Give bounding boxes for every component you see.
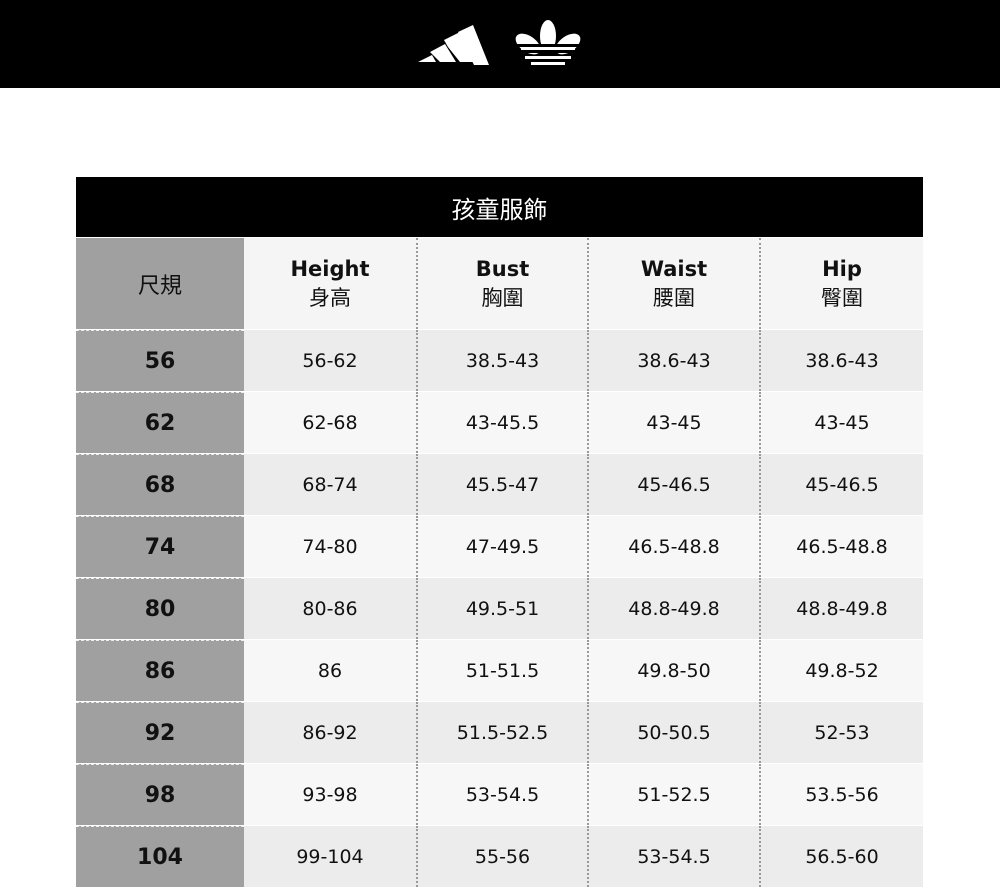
- size-cell: 92: [76, 702, 244, 763]
- size-cell: 86: [76, 640, 244, 701]
- header-en: Height: [290, 256, 370, 281]
- value-cell: 99-104: [244, 826, 416, 887]
- value-cell: 55-56: [416, 826, 587, 887]
- value-cell: 51-52.5: [587, 764, 759, 825]
- value-cell: 47-49.5: [416, 516, 587, 577]
- value-cell: 45.5-47: [416, 454, 587, 515]
- table-row: 104 99-104 55-56 53-54.5 56.5-60: [76, 825, 923, 887]
- size-cell: 56: [76, 330, 244, 391]
- value-cell: 68-74: [244, 454, 416, 515]
- value-cell: 56.5-60: [759, 826, 923, 887]
- value-cell: 43-45.5: [416, 392, 587, 453]
- header-zh: 胸圍: [481, 285, 524, 310]
- size-cell: 74: [76, 516, 244, 577]
- value-cell: 43-45: [587, 392, 759, 453]
- table-row: 92 86-92 51.5-52.5 50-50.5 52-53: [76, 701, 923, 763]
- value-cell: 46.5-48.8: [587, 516, 759, 577]
- value-cell: 38.6-43: [587, 330, 759, 391]
- value-cell: 80-86: [244, 578, 416, 639]
- value-cell: 49.5-51: [416, 578, 587, 639]
- value-cell: 51-51.5: [416, 640, 587, 701]
- value-cell: 53-54.5: [416, 764, 587, 825]
- table-row: 98 93-98 53-54.5 51-52.5 53.5-56: [76, 763, 923, 825]
- value-cell: 53.5-56: [759, 764, 923, 825]
- value-cell: 48.8-49.8: [759, 578, 923, 639]
- value-cell: 62-68: [244, 392, 416, 453]
- table-row: 74 74-80 47-49.5 46.5-48.8 46.5-48.8: [76, 515, 923, 577]
- header-en: Bust: [475, 256, 530, 281]
- value-cell: 38.5-43: [416, 330, 587, 391]
- value-cell: 45-46.5: [759, 454, 923, 515]
- brand-header: [0, 0, 1000, 88]
- value-cell: 43-45: [759, 392, 923, 453]
- table-title: 孩童服飾: [76, 177, 923, 237]
- value-cell: 56-62: [244, 330, 416, 391]
- value-cell: 52-53: [759, 702, 923, 763]
- value-cell: 45-46.5: [587, 454, 759, 515]
- header-row: 尺規 Height 身高 Bust 胸圍 Waist 腰圍 Hip 臀圍: [76, 237, 923, 329]
- value-cell: 53-54.5: [587, 826, 759, 887]
- table-row: 62 62-68 43-45.5 43-45 43-45: [76, 391, 923, 453]
- column-header-hip: Hip 臀圍: [759, 238, 923, 329]
- value-cell: 86: [244, 640, 416, 701]
- header-zh: 腰圍: [653, 285, 695, 310]
- value-cell: 46.5-48.8: [759, 516, 923, 577]
- column-header-bust: Bust 胸圍: [416, 238, 587, 329]
- size-cell: 104: [76, 826, 244, 887]
- table-row: 86 86 51-51.5 49.8-50 49.8-52: [76, 639, 923, 701]
- table-row: 56 56-62 38.5-43 38.6-43 38.6-43: [76, 329, 923, 391]
- size-cell: 98: [76, 764, 244, 825]
- value-cell: 51.5-52.5: [416, 702, 587, 763]
- size-cell: 68: [76, 454, 244, 515]
- header-zh: 身高: [309, 285, 351, 310]
- value-cell: 93-98: [244, 764, 416, 825]
- column-header-waist: Waist 腰圍: [587, 238, 759, 329]
- size-column-header: 尺規: [76, 238, 244, 329]
- header-zh: 臀圍: [821, 285, 863, 310]
- value-cell: 48.8-49.8: [587, 578, 759, 639]
- value-cell: 86-92: [244, 702, 416, 763]
- value-cell: 50-50.5: [587, 702, 759, 763]
- value-cell: 74-80: [244, 516, 416, 577]
- value-cell: 38.6-43: [759, 330, 923, 391]
- size-chart-table: 孩童服飾 尺規 Height 身高 Bust 胸圍 Waist 腰圍 Hip 臀圍 56…: [76, 177, 923, 887]
- adidas-originals-trefoil-logo: [513, 20, 583, 65]
- header-en: Waist: [640, 256, 708, 281]
- value-cell: 49.8-50: [587, 640, 759, 701]
- table-row: 80 80-86 49.5-51 48.8-49.8 48.8-49.8: [76, 577, 923, 639]
- adidas-performance-logo: [418, 25, 489, 65]
- size-cell: 62: [76, 392, 244, 453]
- column-header-height: Height 身高: [244, 238, 416, 329]
- header-en: Hip: [822, 256, 862, 281]
- value-cell: 49.8-52: [759, 640, 923, 701]
- size-cell: 80: [76, 578, 244, 639]
- table-row: 68 68-74 45.5-47 45-46.5 45-46.5: [76, 453, 923, 515]
